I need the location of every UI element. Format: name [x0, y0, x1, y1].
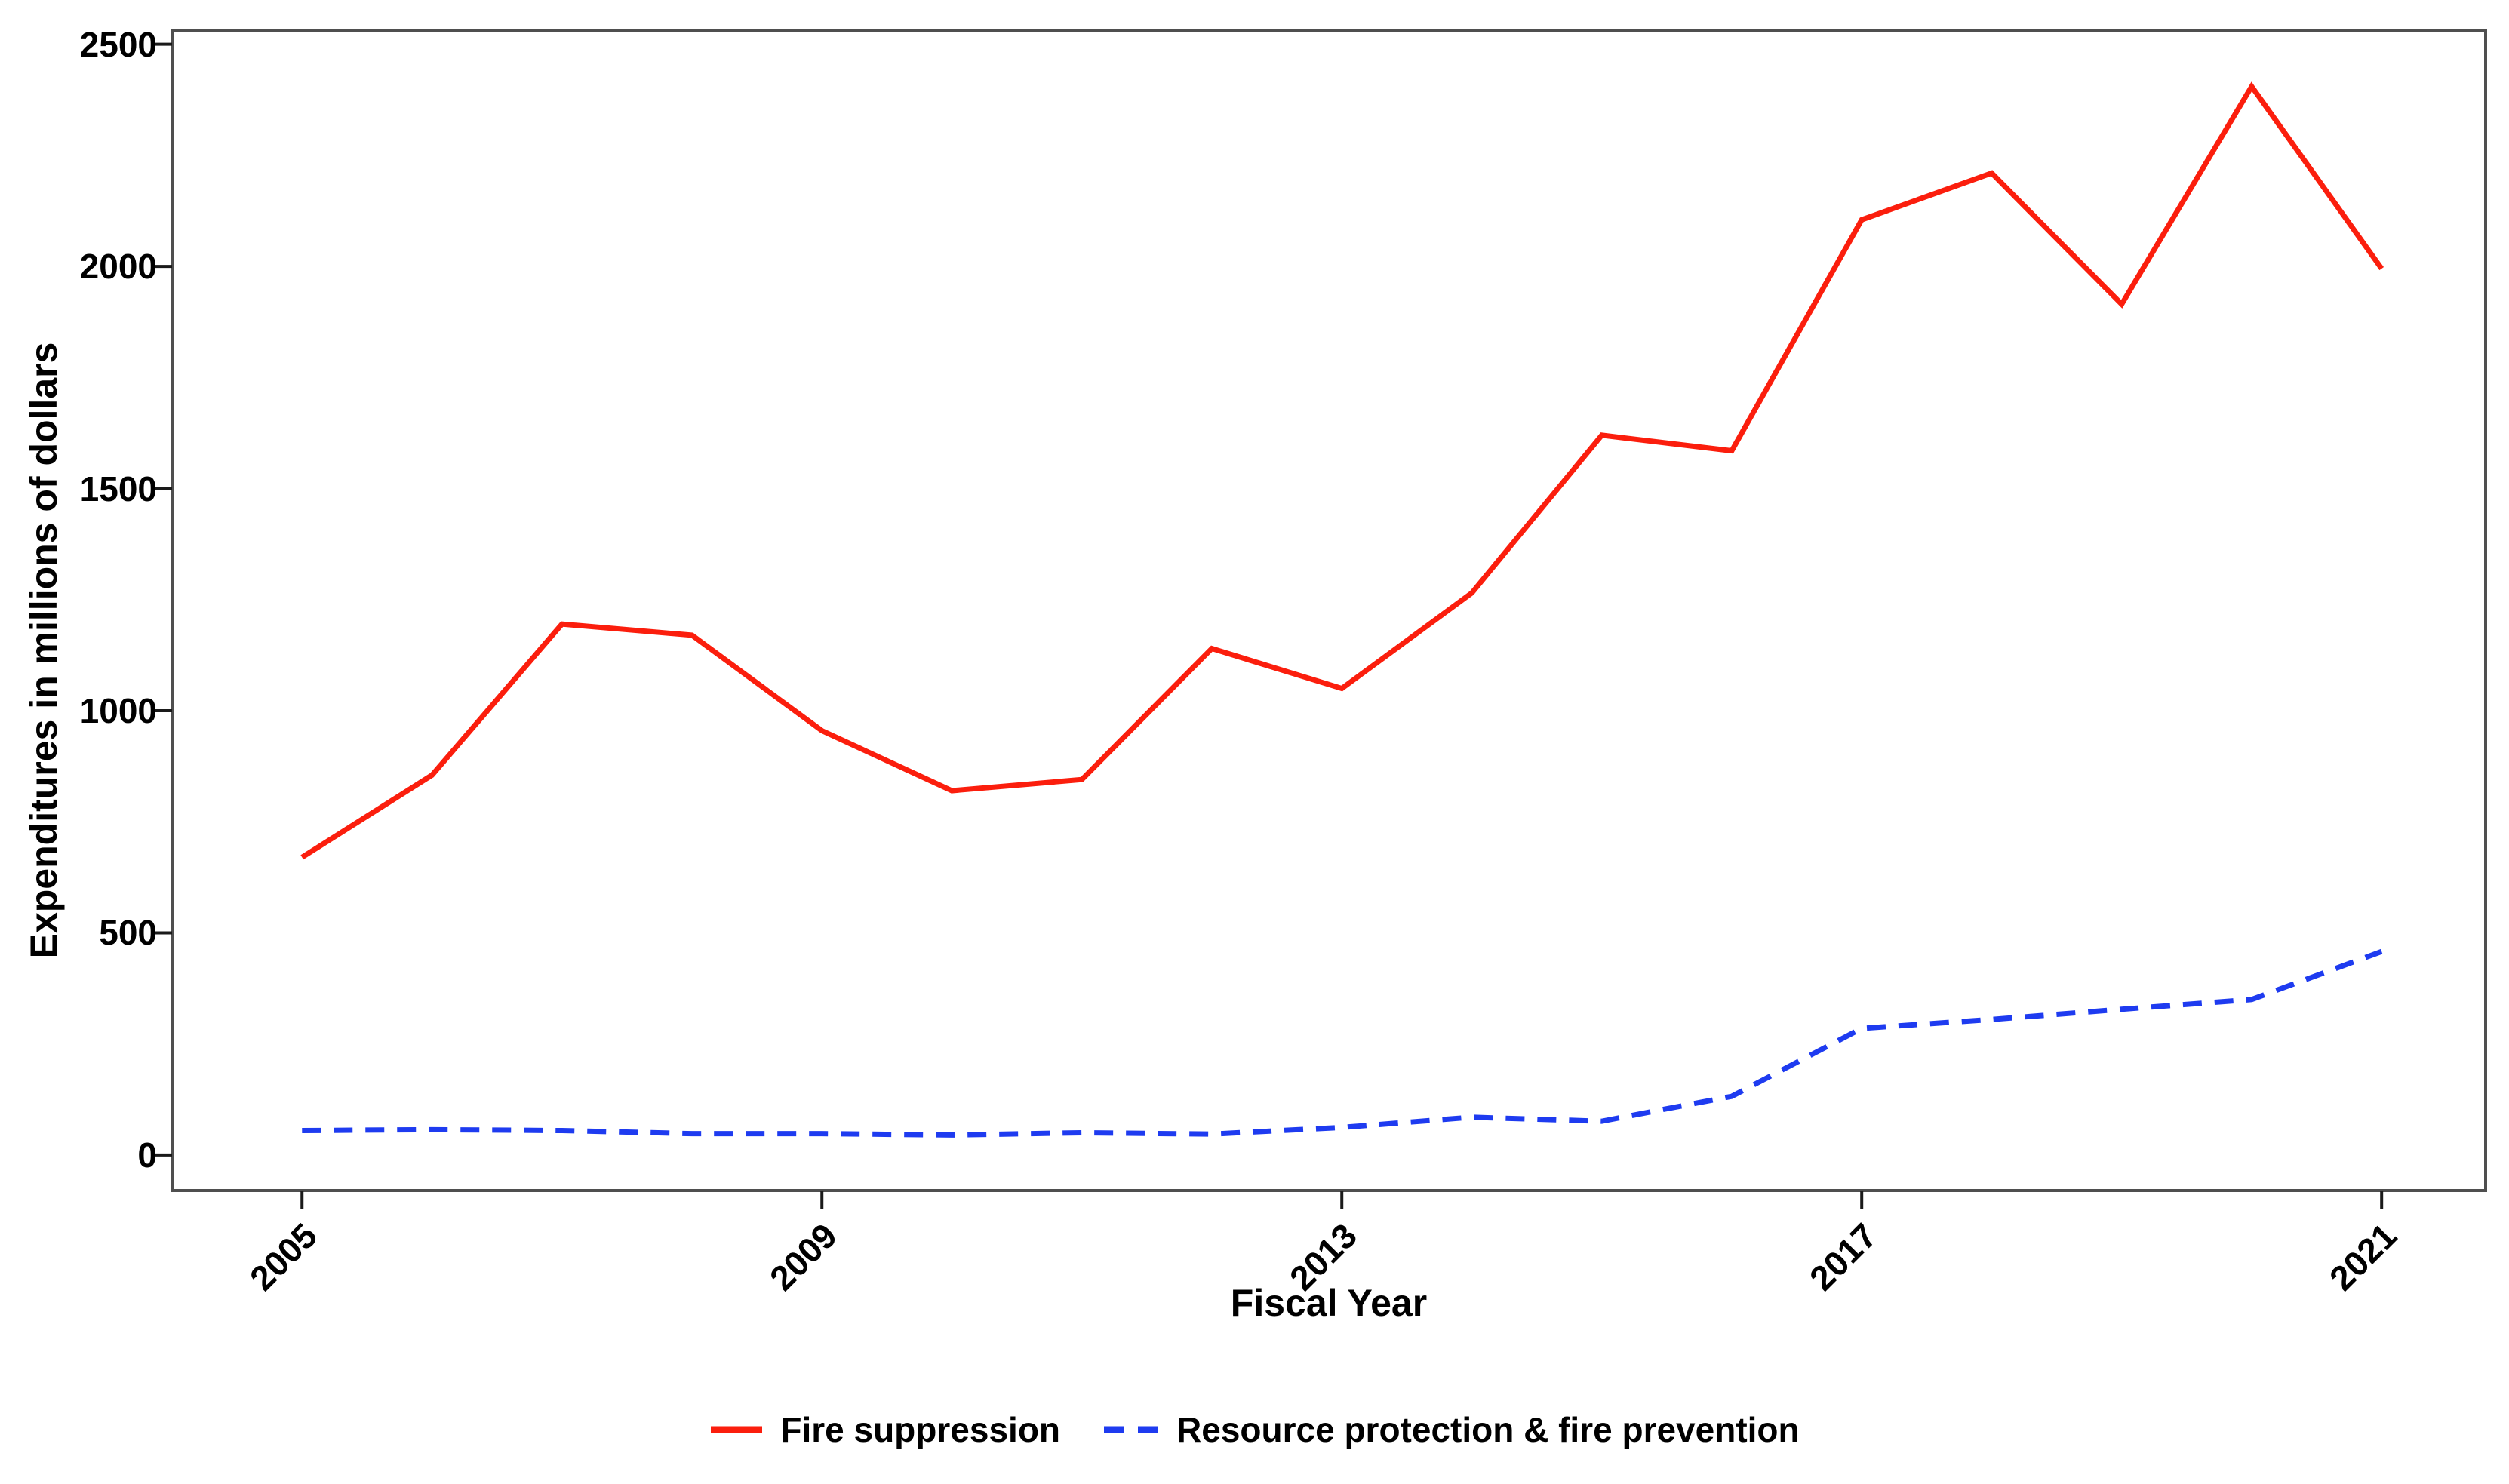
- series-line-solid: [300, 81, 2384, 860]
- panel-border: [171, 29, 2487, 1192]
- y-tick-label: 2500: [79, 24, 157, 64]
- legend: Fire suppression Resource protection & f…: [0, 1409, 2509, 1450]
- series-line-dashed: [302, 948, 2383, 1138]
- y-tick-label: 1500: [79, 469, 157, 508]
- y-tick-label: 500: [99, 913, 157, 953]
- legend-label: Fire suppression: [780, 1410, 1061, 1449]
- legend-label: Resource protection & fire prevention: [1176, 1410, 1800, 1449]
- y-tick-label: 1000: [79, 691, 157, 730]
- x-axis-title: Fiscal Year: [1230, 1282, 1428, 1324]
- dashed-line-swatch-icon: [1104, 1426, 1159, 1433]
- y-tick-label: 0: [137, 1135, 157, 1175]
- y-axis-title: Expenditures in millions of dollars: [23, 342, 65, 959]
- legend-item-resource-protection: Resource protection & fire prevention: [1102, 1409, 1800, 1450]
- legend-item-fire-suppression: Fire suppression: [709, 1409, 1060, 1450]
- y-tick-label: 2000: [79, 247, 157, 287]
- solid-line-swatch-icon: [711, 1426, 763, 1433]
